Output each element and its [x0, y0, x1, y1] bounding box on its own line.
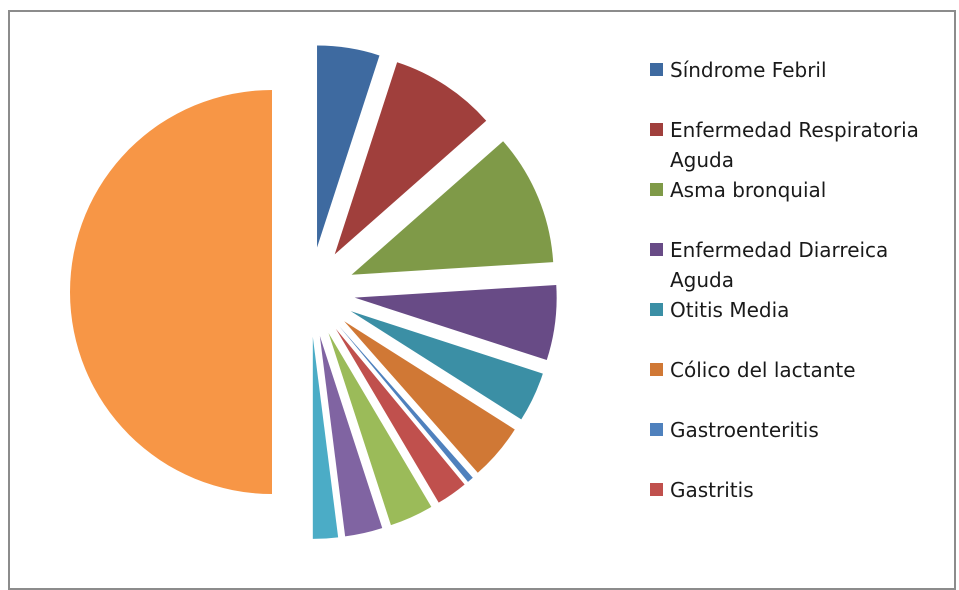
legend-item: Síndrome Febril [650, 55, 950, 115]
legend-label: Gastritis [670, 478, 754, 502]
legend-item: Gastritis [650, 475, 950, 535]
legend-swatch [650, 483, 663, 496]
legend-item: Enfermedad Diarreica Aguda [650, 235, 950, 295]
pie-slice [351, 141, 554, 275]
pie-slice [350, 311, 543, 420]
chart [70, 45, 557, 539]
legend-label: Síndrome Febril [670, 58, 827, 82]
pie-slice [334, 62, 487, 255]
pie-slice [328, 333, 432, 526]
legend-item: Cólico del lactante [650, 355, 950, 415]
legend-item: Gastroenteritis [650, 415, 950, 475]
pie-slice [70, 90, 272, 494]
legend-swatch [650, 243, 663, 256]
legend-label: Enfermedad Respiratoria Aguda [670, 118, 919, 172]
pie-slice [312, 336, 339, 539]
legend-item: Otitis Media [650, 295, 950, 355]
legend-swatch [650, 123, 663, 136]
legend-item: Asma bronquial [650, 175, 950, 235]
pie-slice [354, 284, 557, 361]
legend-label: Asma bronquial [670, 178, 827, 202]
legend-swatch [650, 183, 663, 196]
legend-swatch [650, 423, 663, 436]
legend-label: Cólico del lactante [670, 358, 856, 382]
legend-swatch [650, 63, 663, 76]
pie-slice [319, 335, 383, 537]
legend-swatch [650, 303, 663, 316]
pie-slice [317, 45, 380, 248]
pie-slice [344, 321, 515, 473]
legend-swatch [650, 363, 663, 376]
legend-label: Otitis Media [670, 298, 790, 322]
pie-slice [339, 326, 473, 482]
legend: Síndrome Febril Enfermedad Respiratoria A… [650, 55, 950, 535]
legend-item: Enfermedad Respiratoria Aguda [650, 115, 950, 175]
legend-label: Enfermedad Diarreica Aguda [670, 238, 889, 292]
pie-slice [335, 328, 465, 503]
legend-label: Gastroenteritis [670, 418, 819, 442]
page: Síndrome Febril Enfermedad Respiratoria A… [8, 10, 956, 590]
